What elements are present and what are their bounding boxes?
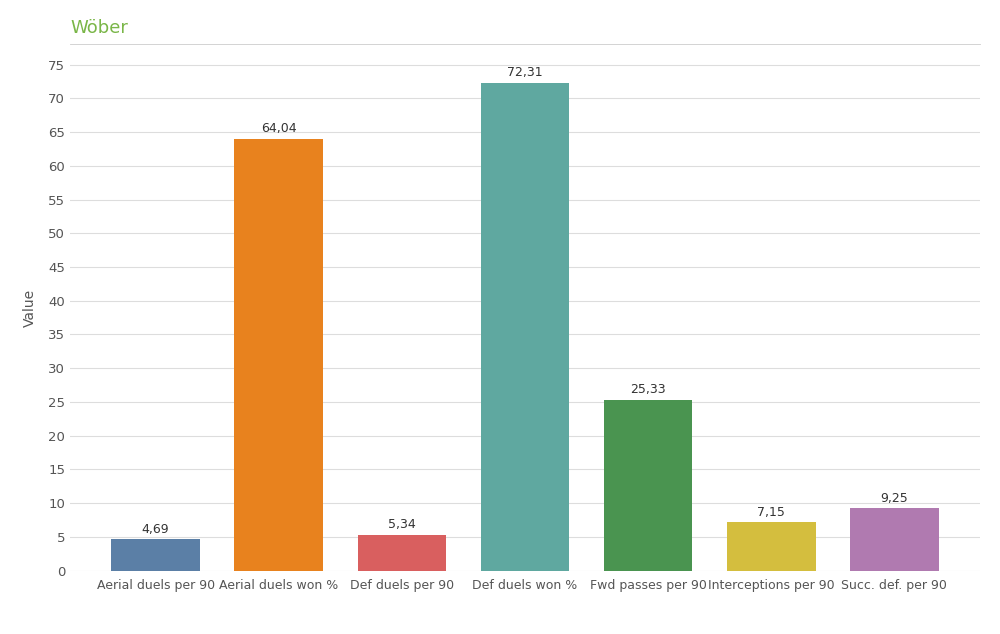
Text: 25,33: 25,33 [630, 384, 666, 396]
Y-axis label: Value: Value [23, 288, 37, 327]
Bar [358, 534, 446, 571]
Bar [111, 539, 200, 571]
Bar [234, 139, 323, 571]
Bar [727, 522, 816, 571]
Text: 5,34: 5,34 [388, 518, 416, 531]
Text: 72,31: 72,31 [507, 67, 543, 79]
Text: 4,69: 4,69 [142, 522, 169, 536]
Bar [850, 508, 939, 571]
Text: 9,25: 9,25 [880, 492, 908, 505]
Text: 7,15: 7,15 [757, 506, 785, 519]
Bar [604, 399, 692, 571]
Bar [481, 83, 569, 571]
Text: Wöber: Wöber [70, 19, 128, 37]
Text: 64,04: 64,04 [261, 122, 297, 135]
